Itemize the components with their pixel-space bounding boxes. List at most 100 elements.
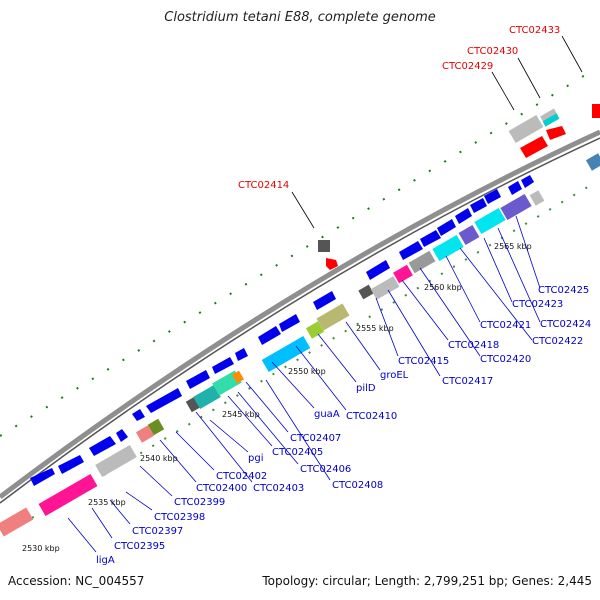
gene-label[interactable]: pgi bbox=[248, 453, 263, 464]
forward-genes bbox=[30, 175, 534, 486]
gene-label[interactable]: CTC02421 bbox=[480, 320, 531, 331]
gene-block[interactable] bbox=[318, 240, 330, 252]
gene-label[interactable]: CTC02398 bbox=[154, 512, 205, 523]
gene-arrow[interactable] bbox=[258, 326, 281, 345]
gene-label[interactable]: CTC02423 bbox=[512, 299, 563, 310]
gene-arrow[interactable] bbox=[455, 208, 472, 224]
gene-block[interactable] bbox=[408, 250, 436, 274]
gene-arrow[interactable] bbox=[484, 189, 501, 204]
leader-line bbox=[491, 71, 515, 111]
gene-block[interactable] bbox=[432, 234, 464, 262]
gene-arrow[interactable] bbox=[212, 357, 234, 374]
gene-label[interactable]: CTC02415 bbox=[398, 356, 449, 367]
gene-block[interactable] bbox=[585, 153, 600, 171]
leader-line bbox=[109, 499, 131, 525]
leader-line bbox=[401, 279, 449, 341]
gene-arrow[interactable] bbox=[546, 126, 566, 140]
gene-label[interactable]: CTC02399 bbox=[174, 497, 225, 508]
gene-block[interactable] bbox=[95, 444, 137, 478]
gene-label-ctc02429[interactable]: CTC02429 bbox=[442, 61, 493, 72]
gene-label[interactable]: CTC02422 bbox=[532, 336, 583, 347]
gene-block[interactable] bbox=[305, 321, 325, 339]
gene-label[interactable]: CTC02408 bbox=[332, 480, 383, 491]
gene-block[interactable] bbox=[316, 303, 350, 331]
highlight-leaders bbox=[291, 35, 583, 229]
gene-arrow[interactable] bbox=[326, 258, 338, 270]
gene-block[interactable] bbox=[540, 108, 558, 124]
leader-line bbox=[125, 491, 153, 511]
gene-label-ctc02414[interactable]: CTC02414 bbox=[238, 180, 289, 191]
gene-block[interactable] bbox=[232, 370, 244, 384]
gene-arrow[interactable] bbox=[146, 388, 182, 413]
gene-block[interactable] bbox=[261, 335, 311, 373]
outer-tick-track bbox=[0, 71, 591, 437]
gene-label[interactable]: CTC02406 bbox=[300, 464, 351, 475]
leader-line bbox=[515, 215, 541, 289]
gene-arrow[interactable] bbox=[366, 260, 390, 280]
gene-block[interactable] bbox=[0, 507, 34, 537]
gene-label[interactable]: guaA bbox=[314, 409, 340, 420]
gene-label[interactable]: groEL bbox=[380, 370, 409, 381]
gene-label[interactable]: CTC02410 bbox=[346, 411, 397, 422]
gene-arrow[interactable] bbox=[30, 468, 55, 486]
gene-label[interactable]: CTC02418 bbox=[448, 340, 499, 351]
scale-label: 2545 kbp bbox=[222, 410, 260, 419]
gene-labels: ligA CTC02395 CTC02397 CTC02398 CTC02399… bbox=[96, 285, 591, 566]
leader-line bbox=[459, 247, 533, 341]
gene-label[interactable]: CTC02407 bbox=[290, 433, 341, 444]
gene-label[interactable]: CTC02420 bbox=[480, 354, 531, 365]
scale-label: 2550 kbp bbox=[288, 367, 326, 376]
gene-block[interactable] bbox=[474, 207, 506, 235]
leader-line bbox=[295, 345, 347, 411]
gene-label[interactable]: CTC02402 bbox=[216, 471, 267, 482]
gene-arrow[interactable] bbox=[520, 136, 548, 158]
gene-block[interactable] bbox=[135, 425, 155, 443]
gene-block[interactable] bbox=[508, 114, 544, 144]
gene-label[interactable]: CTC02417 bbox=[442, 376, 493, 387]
leader-line bbox=[227, 395, 273, 447]
gene-label[interactable]: CTC02405 bbox=[272, 447, 323, 458]
gene-arrow[interactable] bbox=[116, 429, 128, 442]
gene-label[interactable]: CTC02395 bbox=[114, 541, 165, 552]
gene-arrow[interactable] bbox=[420, 230, 441, 247]
gene-arrow[interactable] bbox=[470, 198, 487, 213]
gene-arrow[interactable] bbox=[235, 348, 248, 361]
gene-arrow[interactable] bbox=[521, 175, 534, 188]
highlight-labels: CTC02433 CTC02430 CTC02429 CTC02414 bbox=[238, 25, 560, 191]
gene-arrow[interactable] bbox=[399, 241, 423, 260]
gene-block[interactable] bbox=[147, 418, 165, 436]
gene-arrow[interactable] bbox=[508, 181, 522, 195]
gene-arrow[interactable] bbox=[186, 370, 210, 389]
gene-arrow[interactable] bbox=[89, 436, 116, 456]
gene-label[interactable]: CTC02424 bbox=[540, 319, 591, 330]
gene-arrow[interactable] bbox=[437, 219, 456, 236]
gene-label[interactable]: CTC02397 bbox=[132, 526, 183, 537]
gene-block[interactable] bbox=[193, 384, 221, 410]
accession-label: Accession: NC_004557 bbox=[8, 574, 145, 588]
gene-arrow[interactable] bbox=[132, 409, 145, 421]
gene-block[interactable] bbox=[393, 264, 413, 284]
gene-arrow[interactable] bbox=[58, 455, 84, 474]
gene-block[interactable] bbox=[370, 276, 400, 300]
gene-block[interactable] bbox=[500, 193, 532, 221]
leader-line bbox=[387, 289, 441, 377]
leader-line bbox=[375, 297, 399, 357]
gene-arrow[interactable] bbox=[279, 314, 300, 332]
gene-block[interactable] bbox=[458, 224, 480, 246]
leader-line bbox=[291, 191, 315, 229]
gene-label-ctc02433[interactable]: CTC02433 bbox=[509, 25, 560, 36]
gene-block[interactable] bbox=[542, 113, 560, 127]
gene-arrow[interactable] bbox=[313, 291, 336, 310]
gene-block[interactable] bbox=[529, 190, 545, 206]
gene-leaders bbox=[67, 215, 541, 553]
leader-line bbox=[209, 419, 249, 453]
gene-block[interactable] bbox=[592, 104, 600, 118]
gene-block[interactable] bbox=[358, 284, 374, 300]
gene-label[interactable]: pilD bbox=[356, 383, 376, 394]
gene-label-ctc02430[interactable]: CTC02430 bbox=[467, 46, 518, 57]
gene-label[interactable]: CTC02403 bbox=[253, 483, 304, 494]
gene-block[interactable] bbox=[38, 473, 98, 517]
gene-label[interactable]: CTC02400 bbox=[196, 483, 247, 494]
gene-label[interactable]: CTC02425 bbox=[538, 285, 589, 296]
gene-label[interactable]: ligA bbox=[96, 555, 115, 566]
